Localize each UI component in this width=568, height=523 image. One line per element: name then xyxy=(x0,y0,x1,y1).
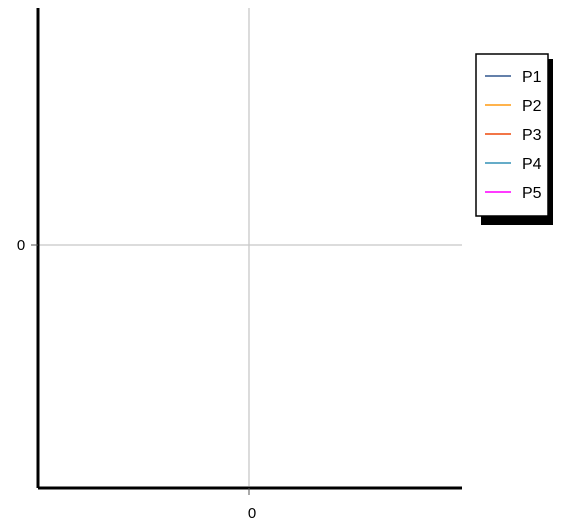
legend-items: P1 P2 P3 P4 P5 xyxy=(485,69,542,202)
legend-label-p1: P1 xyxy=(522,69,542,86)
x-tick-label: 0 xyxy=(248,505,256,522)
legend-label-p3: P3 xyxy=(522,127,542,144)
legend-label-p5: P5 xyxy=(522,185,542,202)
legend-label-p2: P2 xyxy=(522,98,542,115)
legend: P1 P2 P3 P4 P5 xyxy=(475,53,553,225)
legend-label-p4: P4 xyxy=(522,156,542,173)
legend-box xyxy=(475,53,549,217)
y-tick-label: 0 xyxy=(17,237,25,254)
